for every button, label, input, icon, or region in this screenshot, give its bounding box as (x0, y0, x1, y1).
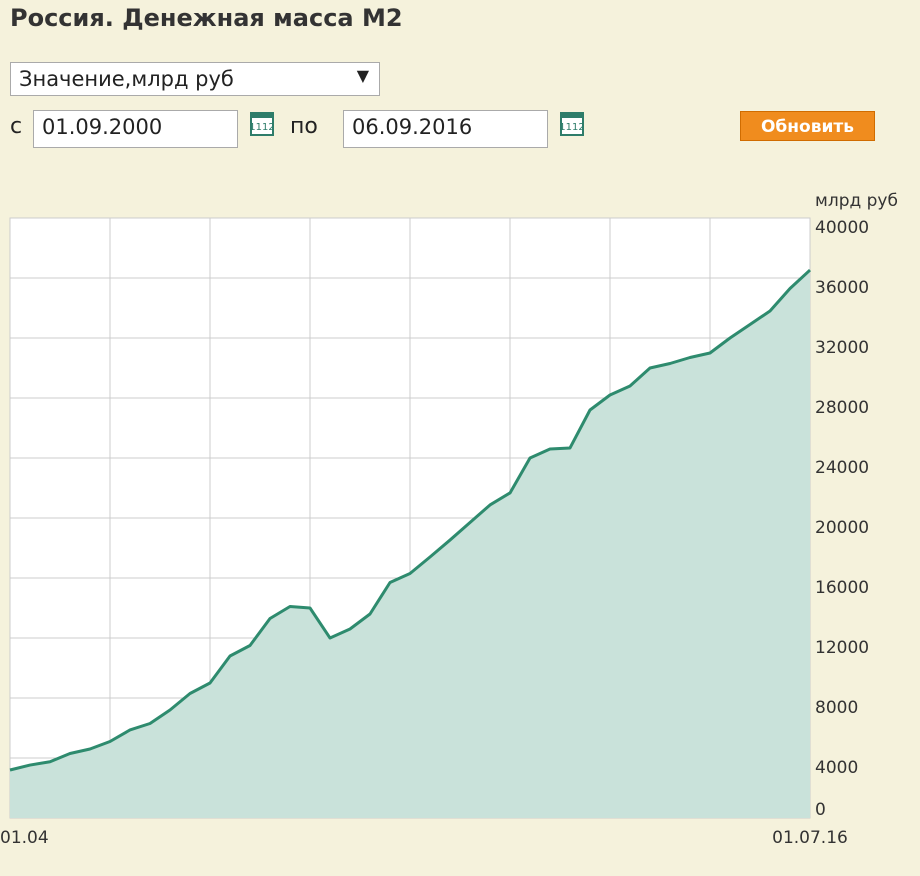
from-label: с (10, 114, 23, 139)
from-date-input[interactable]: 01.09.2000 (33, 110, 238, 148)
to-label: по (290, 114, 318, 139)
svg-text:1112: 1112 (559, 122, 584, 133)
y-tick-label: 16000 (815, 578, 869, 598)
x-tick-label: 01.04 (0, 828, 49, 848)
calendar-icon[interactable]: 1112 (558, 108, 588, 138)
y-axis-label: млрд руб (815, 191, 898, 211)
y-tick-label: 36000 (815, 278, 869, 298)
select-text: Значение,млрд руб (19, 67, 234, 91)
x-tick-label: 01.07.16 (772, 828, 848, 848)
area-fill (10, 270, 810, 818)
y-tick-label: 20000 (815, 518, 869, 538)
value-select[interactable]: Значение,млрд руб ▼ (10, 62, 380, 96)
page-title: Россия. Денежная масса М2 (10, 4, 403, 32)
update-button[interactable]: Обновить (740, 111, 875, 141)
y-tick-label: 8000 (815, 698, 858, 718)
y-tick-label: 12000 (815, 638, 869, 658)
to-date-input[interactable]: 06.09.2016 (343, 110, 548, 148)
svg-text:1112: 1112 (249, 122, 274, 133)
series-line (9, 268, 812, 772)
y-tick-label: 28000 (815, 398, 869, 418)
y-tick-label: 0 (815, 800, 826, 820)
dropdown-arrow: ▼ (356, 66, 369, 85)
y-tick-label: 40000 (815, 218, 869, 238)
y-tick-label: 4000 (815, 758, 858, 778)
plot-area (9, 217, 811, 819)
y-tick-label: 24000 (815, 458, 869, 478)
calendar-icon[interactable]: 1112 (248, 108, 278, 138)
y-tick-label: 32000 (815, 338, 869, 358)
